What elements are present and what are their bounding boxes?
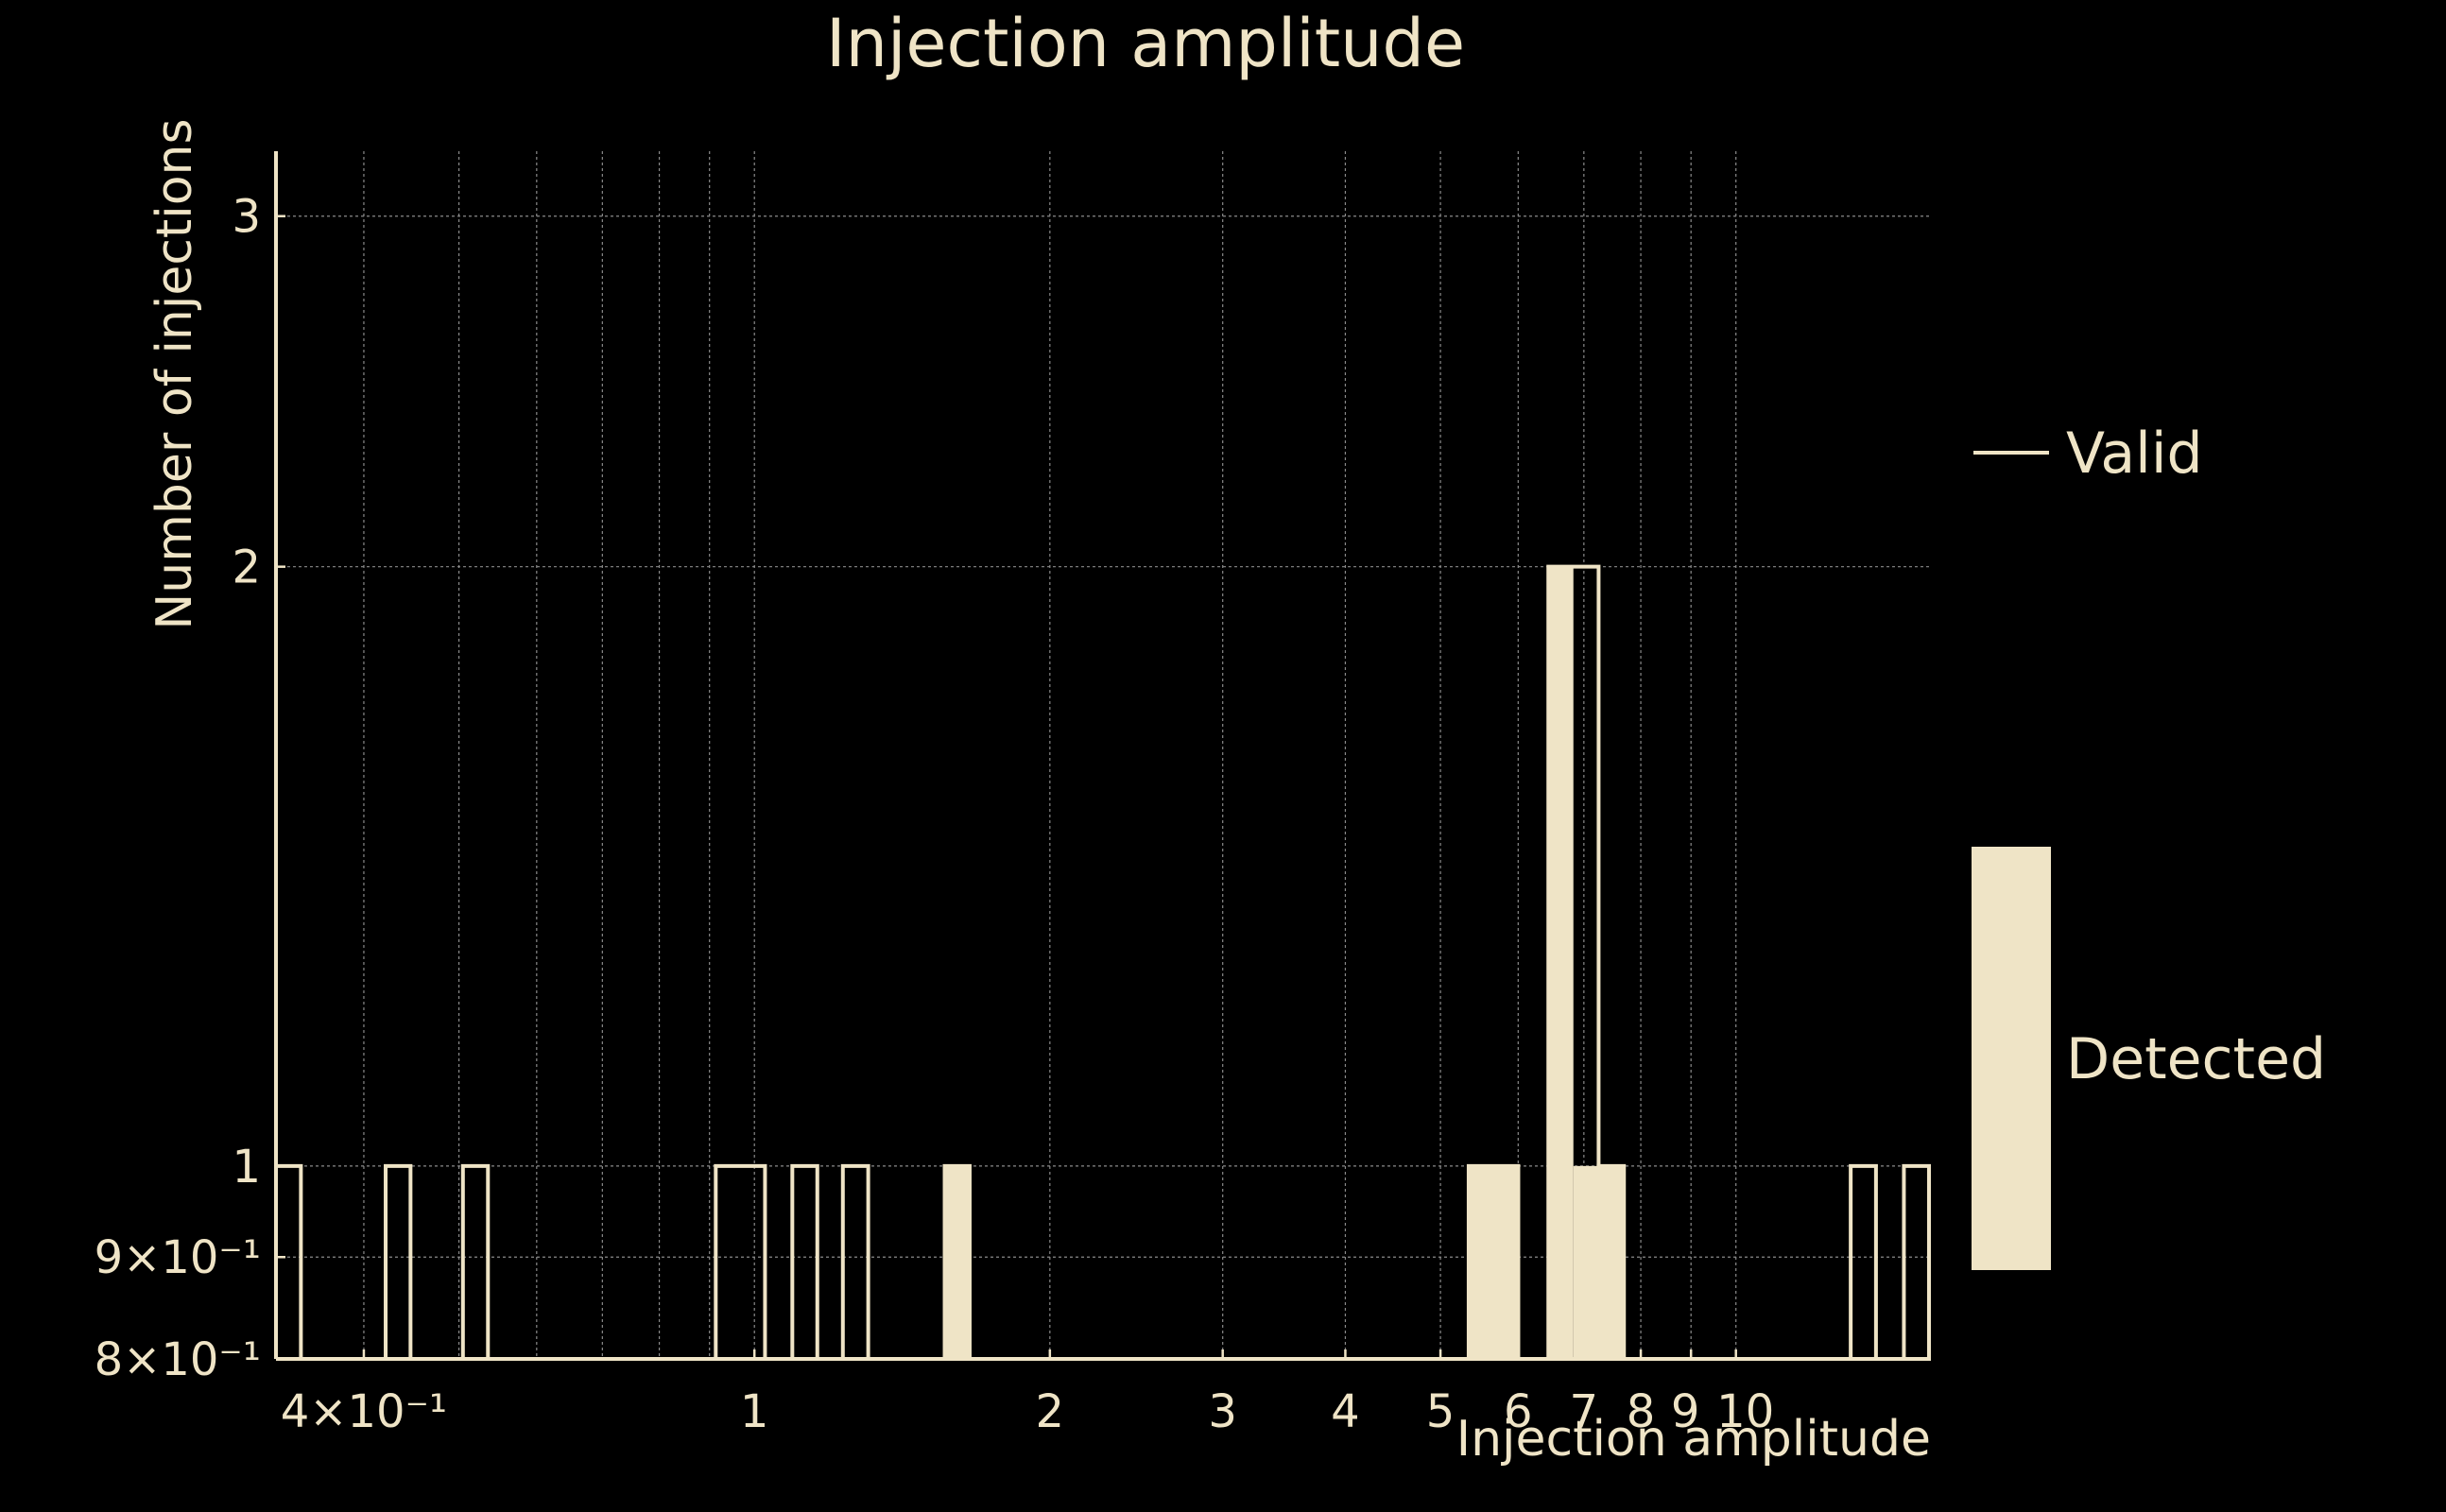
chart-title: Injection amplitude [826, 5, 1465, 82]
legend-label-valid: Valid [2066, 421, 2203, 487]
x-tick-label-2: 2 [1036, 1385, 1065, 1438]
bar-detected-0 [944, 1165, 970, 1359]
x-tick-label-7: 7 [1570, 1385, 1599, 1438]
x-tick-label-5: 5 [1426, 1385, 1456, 1438]
legend-label-detected: Detected [2066, 1026, 2326, 1092]
y-tick-label-0: 8×10⁻¹ [95, 1333, 261, 1386]
x-tick-label-9: 9 [1671, 1385, 1700, 1438]
grid [276, 151, 1931, 1360]
bar-valid-3 [714, 1163, 767, 1359]
y-tick-label-3: 2 [232, 541, 261, 594]
bar-valid-2 [460, 1163, 491, 1359]
x-tick-label-6: 6 [1504, 1385, 1533, 1438]
bar-valid-4 [790, 1163, 819, 1359]
axes [274, 151, 1931, 1361]
y-tick-labels: 8×10⁻¹ 9×10⁻¹ 1 2 3 [95, 191, 261, 1386]
x-tick-label-3: 3 [1208, 1385, 1237, 1438]
x-tick-label-1: 1 [740, 1385, 769, 1438]
y-tick-label-2: 1 [232, 1141, 261, 1194]
y-tick-label-4: 3 [232, 191, 261, 244]
legend: Valid Detected [1972, 421, 2326, 1270]
x-axis-label: Injection amplitude [1456, 1411, 1931, 1468]
y-tick-label-1: 9×10⁻¹ [95, 1231, 261, 1284]
bar-valid-0 [274, 1163, 303, 1359]
bar-detected-2 [1548, 566, 1574, 1359]
x-tick-label-4: 4 [1331, 1385, 1360, 1438]
bar-detected-1 [1468, 1165, 1519, 1359]
bar-valid-10 [1849, 1163, 1878, 1359]
bar-valid-11 [1902, 1163, 1931, 1359]
series-valid [274, 564, 1931, 1359]
series-detected [944, 566, 1625, 1359]
legend-swatch-detected [1972, 847, 2051, 1270]
bar-valid-5 [840, 1163, 870, 1359]
x-tick-label-10: 10 [1716, 1385, 1774, 1438]
x-tick-label-0: 4×10⁻¹ [281, 1385, 447, 1438]
bar-valid-1 [384, 1163, 413, 1359]
bar-detected-3 [1573, 1165, 1625, 1359]
y-axis-label: Number of injections [146, 118, 203, 629]
x-tick-labels: 4×10⁻¹ 1 2 3 4 5 6 7 8 9 10 [281, 1385, 1774, 1438]
x-tick-label-8: 8 [1627, 1385, 1656, 1438]
